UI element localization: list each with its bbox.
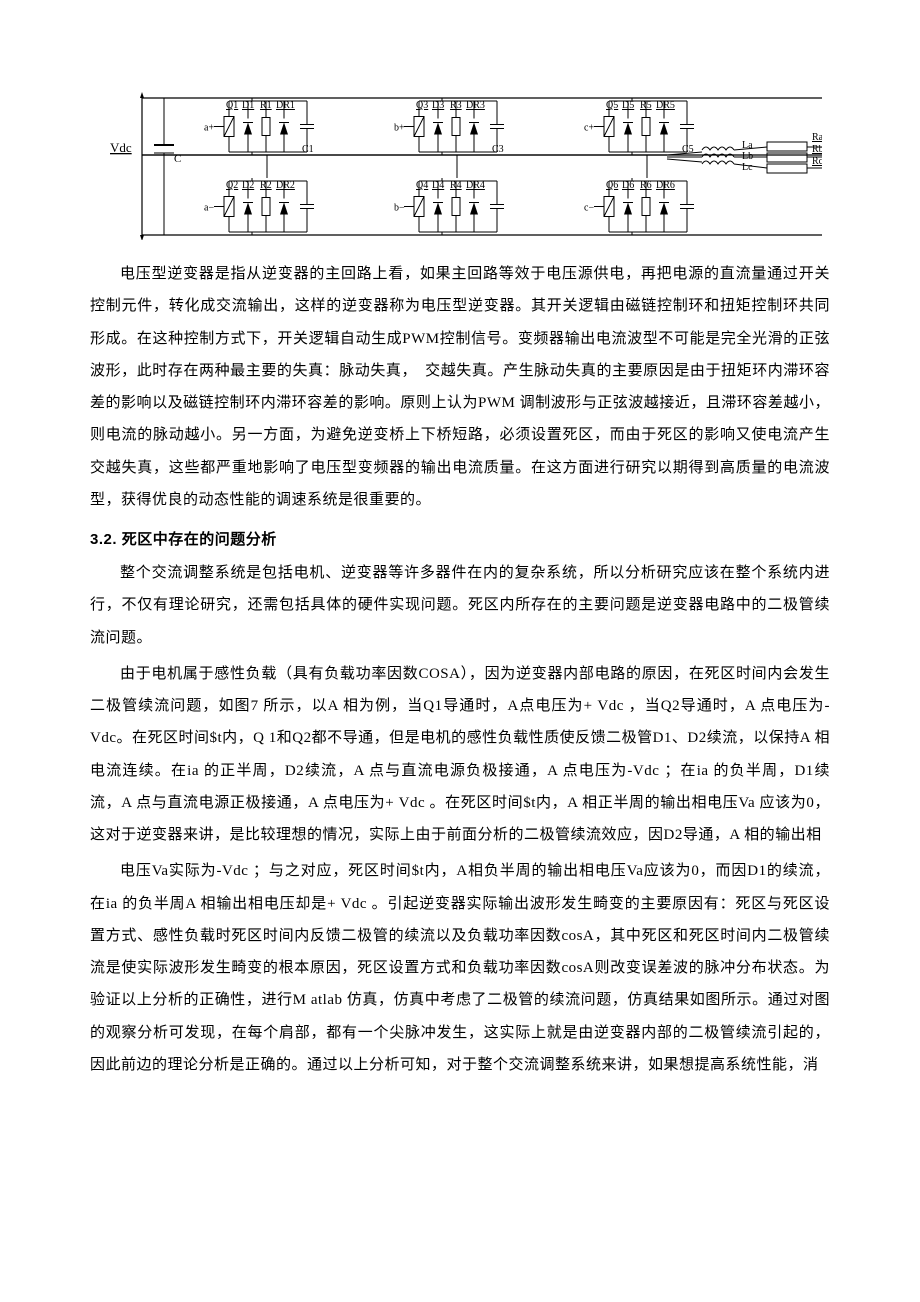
svg-text:C1: C1	[302, 144, 314, 155]
svg-text:Q6: Q6	[606, 180, 618, 191]
svg-text:DR5: DR5	[656, 100, 675, 111]
svg-text:Q3: Q3	[416, 100, 428, 111]
svg-text:c−: c−	[584, 203, 594, 214]
paragraph-2: 整个交流调整系统是包括电机、逆变器等许多器件在内的复杂系统，所以分析研究应该在整…	[90, 557, 830, 654]
paragraph-4: 电压Va实际为-Vdc ；与之对应，死区时间$t内，A相负半周的输出相电压Va应…	[90, 855, 830, 1081]
svg-text:a+: a+	[204, 123, 214, 134]
inverter-circuit-diagram: Vdc C a+Q1D1R1DR1C1b+Q3D3R3DR3C3c+Q5D5R5…	[102, 90, 822, 240]
svg-text:DR3: DR3	[466, 100, 485, 111]
switch-module-q1: a+Q1D1R1DR1C1	[204, 98, 314, 155]
phase-label-lc: Lc	[742, 162, 753, 173]
svg-text:DR6: DR6	[656, 180, 675, 191]
switch-module-q4: b−Q4D4R4DR4C4	[394, 178, 504, 240]
svg-text:DR2: DR2	[276, 180, 295, 191]
paragraph-1: 电压型逆变器是指从逆变器的主回路上看，如果主回路等效于电压源供电，再把电源的直流…	[90, 258, 830, 516]
document-page: Vdc C a+Q1D1R1DR1C1b+Q3D3R3DR3C3c+Q5D5R5…	[0, 0, 920, 1302]
svg-text:Q4: Q4	[416, 180, 428, 191]
switch-module-q5: c+Q5D5R5DR5C5	[584, 98, 694, 155]
svg-text:C6: C6	[682, 239, 694, 240]
svg-text:a−: a−	[204, 203, 214, 214]
heading-number: 3.2.	[90, 531, 117, 548]
svg-text:C3: C3	[492, 144, 504, 155]
svg-text:C4: C4	[492, 239, 504, 240]
svg-text:b−: b−	[394, 203, 405, 214]
switch-module-q6: c−Q6D6R6DR6C6	[584, 178, 694, 240]
svg-text:Q1: Q1	[226, 100, 238, 111]
resistor-label-rc: Rc	[812, 156, 822, 167]
svg-text:C: C	[174, 153, 181, 165]
inductor-lc	[702, 161, 734, 164]
switch-module-q2: a−Q2D2R2DR2C2	[204, 178, 314, 240]
switch-module-q3: b+Q3D3R3DR3C3	[394, 98, 504, 155]
circuit-diagram-container: Vdc C a+Q1D1R1DR1C1b+Q3D3R3DR3C3c+Q5D5R5…	[102, 90, 822, 240]
resistor-label-ra: Ra	[812, 132, 822, 143]
paragraph-3: 由于电机属于感性负载（具有负载功率因数COSA），因为逆变器内部电路的原因，在死…	[90, 658, 830, 852]
svg-text:DR4: DR4	[466, 180, 485, 191]
svg-text:C2: C2	[302, 239, 314, 240]
section-heading-3-2: 3.2. 死区中存在的问题分析	[90, 528, 830, 549]
svg-text:c+: c+	[584, 123, 594, 134]
svg-text:Q2: Q2	[226, 180, 238, 191]
svg-text:DR1: DR1	[276, 100, 295, 111]
inductor-la	[702, 147, 734, 150]
heading-text: 死区中存在的问题分析	[117, 531, 277, 548]
vdc-label: Vdc	[110, 140, 132, 155]
svg-text:b+: b+	[394, 123, 405, 134]
resistor-label-rb: Rb	[812, 144, 822, 155]
svg-text:Q5: Q5	[606, 100, 618, 111]
